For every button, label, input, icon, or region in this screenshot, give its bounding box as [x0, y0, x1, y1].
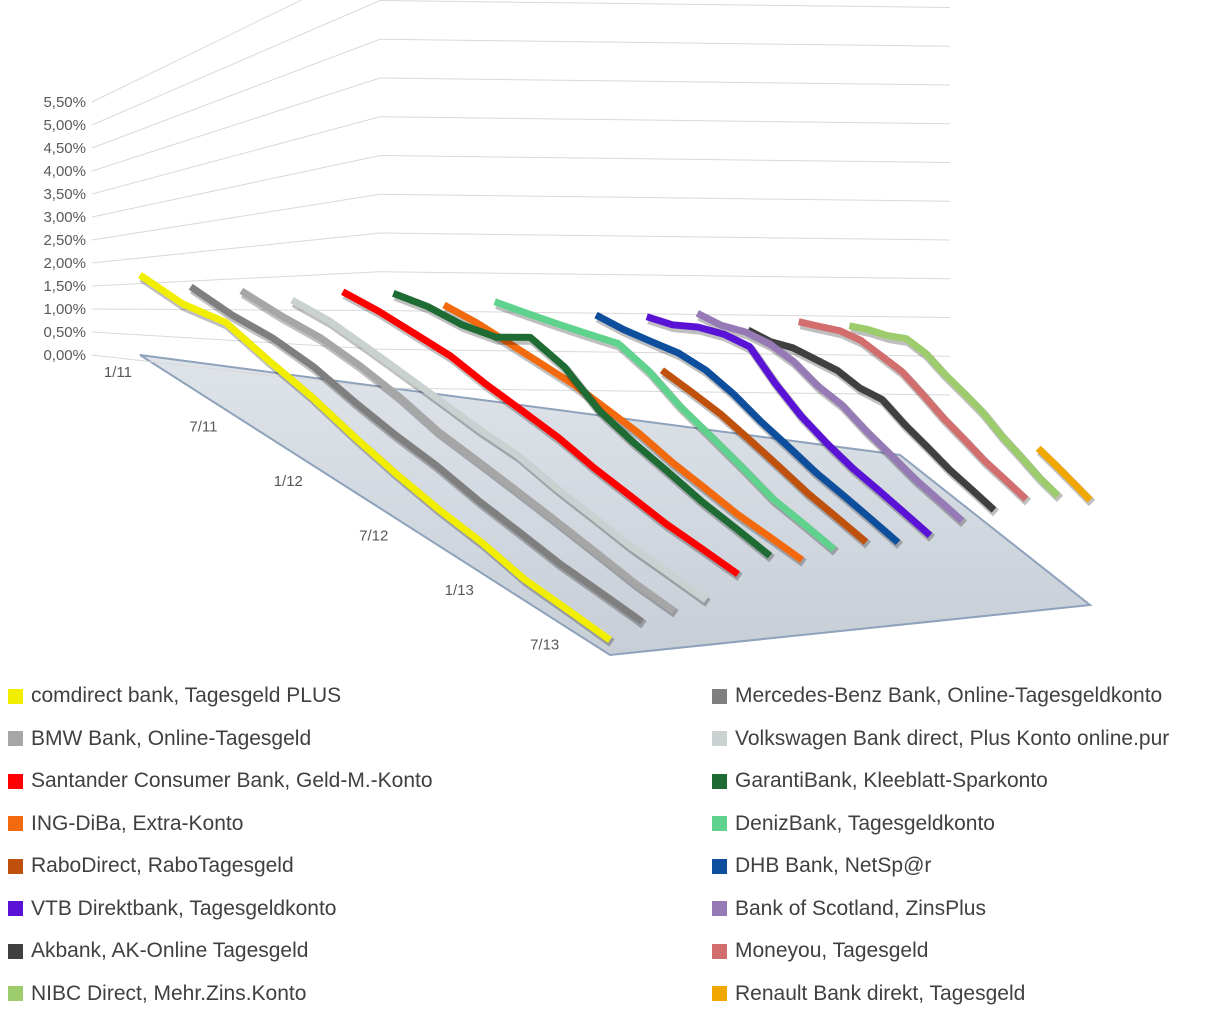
y-tick-label: 0,50% [43, 324, 86, 341]
gridline [91, 77, 951, 172]
legend-label: GarantiBank, Kleeblatt-Sparkonto [735, 769, 1048, 792]
legend-item: Mercedes-Benz Bank, Online-Tagesgeldkont… [712, 676, 1162, 716]
legend-item: Santander Consumer Bank, Geld-M.-Konto [8, 761, 433, 801]
legend-item: Bank of Scotland, ZinsPlus [712, 889, 986, 929]
legend-swatch [8, 688, 23, 704]
legend-swatch [712, 901, 727, 916]
series-line [848, 322, 1061, 499]
legend-label: VTB Direktbank, Tagesgeldkonto [31, 896, 337, 920]
legend-item: VTB Direktbank, Tagesgeldkonto [8, 889, 336, 929]
legend-label: Bank of Scotland, ZinsPlus [735, 896, 986, 920]
legend-item: Moneyou, Tagesgeld [712, 931, 928, 971]
legend-swatch [712, 816, 727, 831]
legend-item: Volkswagen Bank direct, Plus Konto onlin… [712, 719, 1169, 759]
x-tick-label: 1/11 [104, 364, 132, 381]
legend-swatch [8, 731, 23, 746]
x-tick-label: 7/11 [189, 419, 217, 436]
legend-label: Renault Bank direkt, Tagesgeld [735, 981, 1026, 1005]
legend-item: RaboDirect, RaboTagesgeld [8, 846, 294, 886]
gridline [91, 0, 303, 103]
chart-3d-line: 0,00% 0,50% 1,00% 1,50% 2,00% 2,50% 3,00% 3,50%… [43, 0, 1096, 657]
legend-item: Renault Bank direkt, Tagesgeld [712, 974, 1025, 1014]
y-tick-label: 5,00% [43, 117, 86, 134]
y-tick-label: 2,00% [43, 255, 86, 272]
x-tick-label: 7/13 [530, 637, 559, 654]
legend-item: comdirect bank, Tagesgeld PLUS [8, 676, 341, 716]
legend-label: NIBC Direct, Mehr.Zins.Konto [31, 981, 307, 1005]
y-tick-label: 3,50% [43, 186, 86, 203]
series-line [645, 313, 933, 539]
legend-swatch [8, 986, 23, 1001]
series-line [594, 311, 901, 546]
legend: comdirect bank, Tagesgeld PLUS Mercedes-B… [0, 676, 1230, 1006]
legend-swatch [712, 986, 727, 1001]
series-line [695, 310, 965, 524]
legend-label: BMW Bank, Online-Tagesgeld [31, 726, 312, 750]
legend-item: GarantiBank, Kleeblatt-Sparkonto [712, 761, 1048, 801]
legend-item: DenizBank, Tagesgeldkonto [712, 804, 995, 844]
legend-swatch [712, 688, 727, 704]
legend-label: comdirect bank, Tagesgeld PLUS [31, 684, 342, 707]
gridline [91, 154, 951, 218]
legend-swatch [712, 858, 727, 874]
legend-swatch [8, 901, 23, 916]
legend-item: ING-DiBa, Extra-Konto [8, 804, 243, 844]
series-line [493, 298, 837, 552]
legend-label: Moneyou, Tagesgeld [735, 939, 929, 962]
y-axis: 0,00% 0,50% 1,00% 1,50% 2,00% 2,50% 3,00% 3,50%… [43, 94, 86, 364]
legend-label: DenizBank, Tagesgeldkonto [735, 811, 995, 835]
gridline [91, 0, 951, 126]
legend-swatch [8, 858, 23, 874]
legend-label: ING-DiBa, Extra-Konto [31, 811, 244, 835]
y-tick-label: 5,50% [43, 94, 86, 111]
series-line [392, 290, 773, 559]
gridline [91, 354, 951, 396]
series-line [290, 296, 709, 603]
series-line [239, 287, 677, 614]
y-tick-label: 3,00% [43, 209, 86, 226]
legend-label: Volkswagen Bank direct, Plus Konto onlin… [735, 726, 1170, 750]
legend-label: DHB Bank, NetSp@r [735, 854, 932, 877]
legend-label: Santander Consumer Bank, Geld-M.-Konto [31, 769, 433, 792]
gridline [91, 331, 951, 357]
x-tick-label: 7/12 [359, 528, 388, 545]
series-line [659, 367, 869, 545]
y-tick-label: 1,00% [43, 301, 86, 318]
y-tick-label: 1,50% [43, 278, 86, 295]
series-line [797, 318, 1029, 502]
gridline [91, 232, 951, 264]
x-tick-label: 1/12 [274, 473, 303, 490]
y-tick-label: 2,50% [43, 232, 86, 249]
chart-floor [139, 354, 1093, 657]
series-line [138, 272, 613, 643]
legend-swatch [8, 773, 23, 789]
x-tick-label: 1/13 [445, 582, 474, 599]
x-axis: 1/11 7/11 1/12 7/12 1/13 7/13 [104, 364, 559, 654]
legend-swatch [712, 731, 727, 746]
legend-swatch [712, 773, 727, 789]
series-line [1035, 445, 1093, 503]
legend-swatch [8, 816, 23, 831]
series-line [341, 288, 741, 578]
y-tick-label: 0,00% [43, 347, 86, 364]
legend-label: RaboDirect, RaboTagesgeld [31, 854, 294, 877]
legend-label: Mercedes-Benz Bank, Online-Tagesgeldkont… [735, 684, 1163, 707]
series-lines [138, 272, 1096, 647]
gridline [91, 38, 951, 149]
legend-item: NIBC Direct, Mehr.Zins.Konto [8, 974, 306, 1014]
gridline [91, 193, 951, 241]
y-tick-label: 4,50% [43, 140, 86, 157]
legend-item: BMW Bank, Online-Tagesgeld [8, 719, 311, 759]
legend-swatch [8, 943, 23, 959]
gridline [91, 116, 951, 195]
legend-item: Akbank, AK-Online Tagesgeld [8, 931, 308, 971]
series-line [188, 283, 645, 625]
legend-label: Akbank, AK-Online Tagesgeld [31, 939, 309, 962]
gridline [91, 271, 951, 287]
legend-swatch [712, 943, 727, 959]
y-tick-label: 4,00% [43, 163, 86, 180]
series-line [746, 326, 997, 513]
floor-plane [139, 354, 1093, 657]
legend-item: DHB Bank, NetSp@r [712, 846, 931, 886]
